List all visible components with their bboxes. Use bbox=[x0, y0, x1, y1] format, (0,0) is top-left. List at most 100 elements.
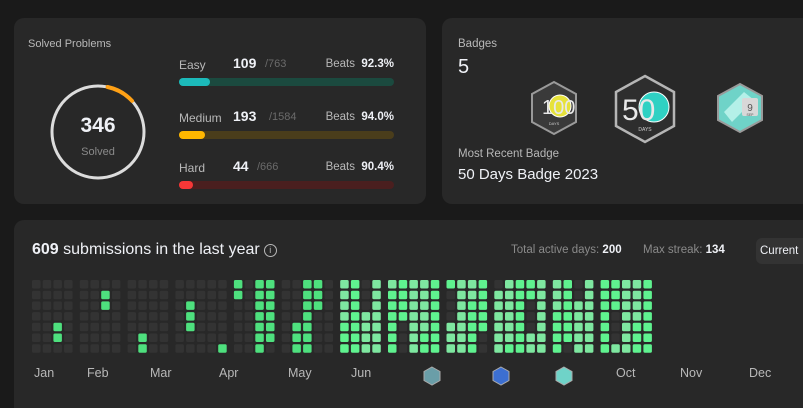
heatmap-cell[interactable] bbox=[79, 280, 89, 289]
heatmap-cell[interactable] bbox=[600, 312, 610, 321]
heatmap-cell[interactable] bbox=[643, 301, 652, 310]
heatmap-cell[interactable] bbox=[388, 344, 397, 353]
heatmap-cell[interactable] bbox=[457, 280, 466, 289]
heatmap-cell[interactable] bbox=[186, 322, 195, 332]
heatmap-cell[interactable] bbox=[467, 312, 477, 321]
heatmap-cell[interactable] bbox=[574, 333, 583, 343]
difficulty-medium[interactable]: Medium 193 /1584 Beats 94.0% bbox=[179, 107, 394, 147]
heatmap-cell[interactable] bbox=[611, 280, 620, 289]
heatmap-cell[interactable] bbox=[244, 344, 254, 353]
heatmap-cell[interactable] bbox=[244, 333, 254, 343]
heatmap-cell[interactable] bbox=[340, 333, 349, 343]
heatmap-cell[interactable] bbox=[537, 312, 546, 321]
heatmap-cell[interactable] bbox=[207, 344, 217, 353]
heatmap-cell[interactable] bbox=[350, 312, 360, 321]
heatmap-cell[interactable] bbox=[398, 333, 408, 343]
heatmap-cell[interactable] bbox=[111, 322, 121, 332]
heatmap-cell[interactable] bbox=[53, 280, 62, 289]
heatmap-cell[interactable] bbox=[255, 312, 264, 321]
heatmap-cell[interactable] bbox=[218, 344, 227, 353]
heatmap-cell[interactable] bbox=[79, 322, 89, 332]
heatmap-cell[interactable] bbox=[420, 280, 429, 289]
heatmap-cell[interactable] bbox=[457, 322, 466, 332]
heatmap-cell[interactable] bbox=[600, 290, 610, 300]
heatmap-cell[interactable] bbox=[218, 301, 227, 310]
heatmap-cell[interactable] bbox=[64, 290, 73, 300]
heatmap-cell[interactable] bbox=[186, 312, 195, 321]
heatmap-cell[interactable] bbox=[207, 322, 217, 332]
heatmap-cell[interactable] bbox=[90, 301, 100, 310]
heatmap-cell[interactable] bbox=[563, 280, 573, 289]
heatmap-cell[interactable] bbox=[526, 301, 535, 310]
heatmap-cell[interactable] bbox=[526, 333, 535, 343]
heatmap-cell[interactable] bbox=[90, 312, 100, 321]
heatmap-cell[interactable] bbox=[255, 290, 264, 300]
heatmap-cell[interactable] bbox=[420, 312, 429, 321]
heatmap-cell[interactable] bbox=[324, 301, 334, 310]
heatmap-cell[interactable] bbox=[218, 333, 227, 343]
heatmap-cell[interactable] bbox=[303, 280, 312, 289]
heatmap-cell[interactable] bbox=[361, 333, 371, 343]
heatmap-cell[interactable] bbox=[563, 301, 573, 310]
sep-badge-icon[interactable]: 9 SEP bbox=[714, 82, 766, 134]
heatmap-cell[interactable] bbox=[643, 312, 652, 321]
heatmap-cell[interactable] bbox=[478, 301, 488, 310]
heatmap-cell[interactable] bbox=[372, 301, 381, 310]
heatmap-cell[interactable] bbox=[372, 280, 381, 289]
heatmap-cell[interactable] bbox=[584, 312, 594, 321]
heatmap-cell[interactable] bbox=[494, 301, 503, 310]
heatmap-cell[interactable] bbox=[340, 344, 349, 353]
heatmap-cell[interactable] bbox=[552, 322, 562, 332]
heatmap-cell[interactable] bbox=[90, 290, 100, 300]
heatmap-cell[interactable] bbox=[313, 301, 323, 310]
heatmap-cell[interactable] bbox=[574, 322, 583, 332]
heatmap-cell[interactable] bbox=[632, 333, 642, 343]
heatmap-cell[interactable] bbox=[537, 322, 546, 332]
heatmap-cell[interactable] bbox=[292, 280, 301, 289]
heatmap-cell[interactable] bbox=[478, 333, 488, 343]
heatmap-cell[interactable] bbox=[505, 301, 514, 310]
heatmap-cell[interactable] bbox=[244, 280, 254, 289]
heatmap-cell[interactable] bbox=[196, 312, 206, 321]
heatmap-cell[interactable] bbox=[388, 312, 397, 321]
heatmap-cell[interactable] bbox=[138, 301, 147, 310]
heatmap-cell[interactable] bbox=[420, 290, 429, 300]
heatmap-cell[interactable] bbox=[292, 344, 301, 353]
heatmap-cell[interactable] bbox=[632, 301, 642, 310]
heatmap-cell[interactable] bbox=[446, 290, 456, 300]
heatmap-cell[interactable] bbox=[32, 344, 41, 353]
difficulty-hard[interactable]: Hard 44 /666 Beats 90.4% bbox=[179, 157, 394, 197]
heatmap-cell[interactable] bbox=[388, 333, 397, 343]
heatmap-cell[interactable] bbox=[340, 322, 349, 332]
heatmap-cell[interactable] bbox=[53, 333, 62, 343]
heatmap-cell[interactable] bbox=[53, 301, 62, 310]
heatmap-cell[interactable] bbox=[159, 322, 169, 332]
heatmap-cell[interactable] bbox=[175, 344, 184, 353]
heatmap-cell[interactable] bbox=[244, 322, 254, 332]
heatmap-cell[interactable] bbox=[42, 344, 52, 353]
heatmap-cell[interactable] bbox=[372, 312, 381, 321]
heatmap-cell[interactable] bbox=[101, 280, 110, 289]
heatmap-cell[interactable] bbox=[552, 301, 562, 310]
heatmap-cell[interactable] bbox=[79, 333, 89, 343]
heatmap-cell[interactable] bbox=[266, 344, 275, 353]
heatmap-cell[interactable] bbox=[244, 290, 254, 300]
heatmap-cell[interactable] bbox=[101, 290, 110, 300]
heatmap-cell[interactable] bbox=[42, 301, 52, 310]
heatmap-cell[interactable] bbox=[515, 280, 525, 289]
heatmap-cell[interactable] bbox=[515, 322, 525, 332]
heatmap-cell[interactable] bbox=[53, 290, 62, 300]
heatmap-cell[interactable] bbox=[186, 333, 195, 343]
heatmap-cell[interactable] bbox=[526, 322, 535, 332]
heatmap-cell[interactable] bbox=[127, 344, 137, 353]
heatmap-cell[interactable] bbox=[292, 333, 301, 343]
heatmap-cell[interactable] bbox=[32, 280, 41, 289]
heatmap-cell[interactable] bbox=[340, 290, 349, 300]
heatmap-cell[interactable] bbox=[266, 280, 275, 289]
sep-badge-mini-icon[interactable] bbox=[554, 366, 574, 386]
heatmap-cell[interactable] bbox=[409, 301, 418, 310]
heatmap-cell[interactable] bbox=[79, 344, 89, 353]
heatmap-cell[interactable] bbox=[313, 312, 323, 321]
heatmap-cell[interactable] bbox=[632, 312, 642, 321]
heatmap-cell[interactable] bbox=[196, 301, 206, 310]
